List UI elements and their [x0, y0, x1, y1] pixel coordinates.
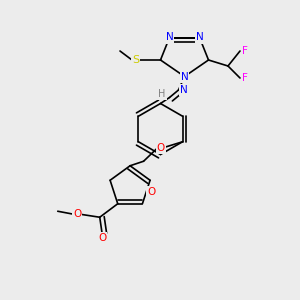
Text: N: N: [166, 32, 173, 43]
Text: S: S: [132, 55, 139, 65]
Text: O: O: [148, 187, 156, 197]
Text: N: N: [196, 32, 203, 43]
Text: N: N: [181, 71, 188, 82]
Text: O: O: [73, 209, 81, 219]
Text: F: F: [242, 73, 248, 83]
Text: N: N: [180, 85, 188, 95]
Text: O: O: [157, 143, 165, 153]
Text: O: O: [98, 233, 106, 243]
Text: F: F: [242, 46, 248, 56]
Text: H: H: [158, 89, 166, 100]
